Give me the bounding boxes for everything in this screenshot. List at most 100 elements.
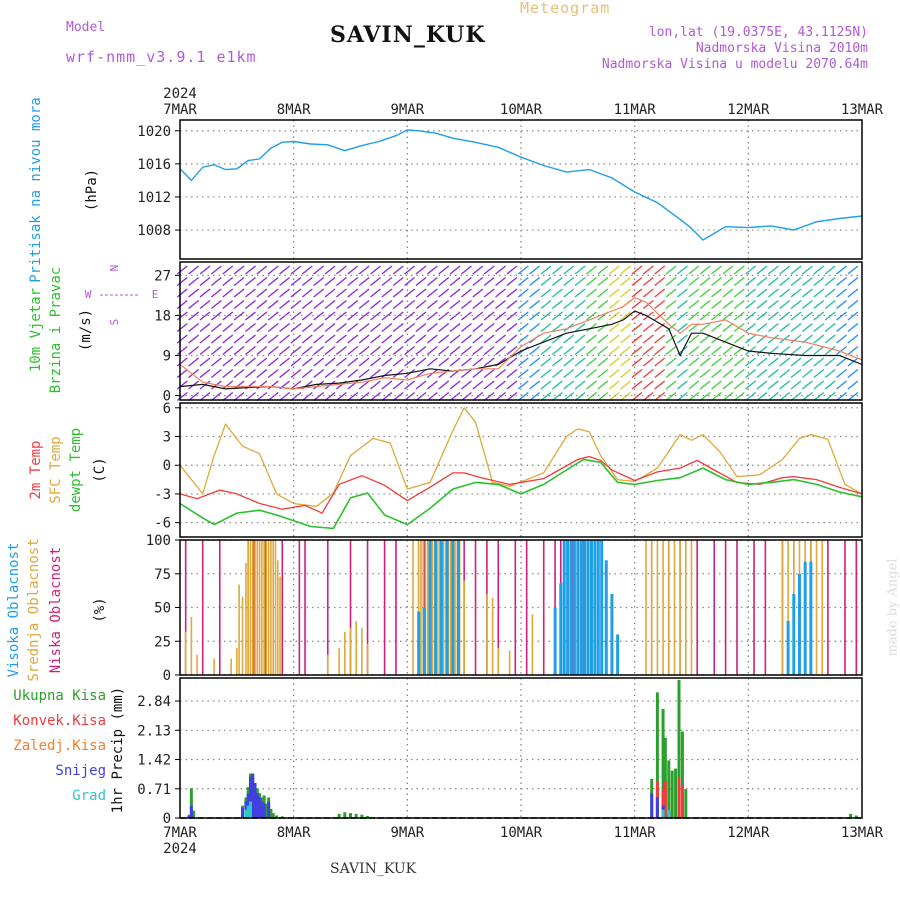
wind-barb [301, 357, 313, 367]
wind-barb [313, 334, 325, 344]
wind-barb [608, 288, 620, 298]
wind-barb [586, 311, 597, 321]
wind-barb [404, 391, 416, 402]
wind-barb [210, 334, 222, 344]
wind-barb [438, 322, 450, 333]
wind-barb [495, 311, 506, 321]
wind-barb [574, 276, 586, 287]
wind-barb [711, 311, 722, 321]
model-label: Model [66, 20, 106, 35]
wind-barb [620, 276, 632, 287]
direction-key-w: W [85, 288, 92, 301]
wind-barb [631, 345, 643, 356]
wind-barb [347, 276, 359, 287]
wind-barb [392, 288, 404, 298]
wind-barb [233, 345, 245, 356]
wind-barb [335, 322, 347, 333]
wind-barb [631, 288, 643, 298]
wind-barb [608, 357, 620, 367]
wind-barb [495, 345, 506, 356]
wind-barb [267, 276, 279, 287]
direction-key-e: E [152, 288, 159, 301]
wind-barb [381, 345, 393, 356]
wind-barb [586, 380, 597, 390]
wind-title-1: 10m Vjetar [28, 288, 44, 372]
wind-barb [824, 368, 836, 379]
temp-2m-label: 2m Temp [28, 440, 44, 499]
wind-barb [483, 368, 495, 379]
x-tick-label-bottom: 9MAR [390, 825, 424, 841]
wind-barb [745, 265, 757, 275]
wind-barb [324, 288, 336, 298]
wind-barb [426, 357, 438, 367]
wind-barb [722, 345, 734, 356]
wind-barb [642, 368, 654, 379]
wind-barb [222, 276, 234, 287]
wind-barb [267, 288, 279, 298]
wind-barb [176, 276, 188, 287]
wind-barb [733, 334, 745, 344]
wind-barb [620, 265, 632, 275]
wind-barb [574, 368, 586, 379]
wind-barb [722, 288, 734, 298]
wind-barb [574, 334, 586, 344]
wind-barb [176, 322, 188, 333]
wind-barb [313, 265, 325, 275]
wind-barb [802, 391, 813, 402]
wind-barb [676, 276, 688, 287]
wind-barb [472, 276, 484, 287]
wind-barb [711, 299, 722, 310]
wind-barb [847, 299, 859, 310]
wind-barb [358, 276, 370, 287]
wind-barb [426, 276, 438, 287]
wind-barb [665, 299, 677, 310]
wind-barb [483, 276, 495, 287]
y-tick-label: 1012 [137, 190, 171, 206]
wind-barb [324, 345, 336, 356]
wind-barb [256, 391, 268, 402]
wind-barb [836, 391, 847, 402]
wind-barb [756, 357, 768, 367]
elevation-label: Nadmorska Visina 2010m [695, 41, 868, 56]
wind-barb [688, 276, 700, 287]
wind-barb [608, 299, 620, 310]
wind-barb [358, 288, 370, 298]
wind-barb [620, 334, 632, 344]
wind-barb [370, 380, 381, 390]
wind-barb [426, 391, 438, 402]
wind-barb [529, 322, 541, 333]
wind-barb [449, 299, 461, 310]
wind-barb [824, 391, 836, 402]
wind-barb [551, 345, 563, 356]
wind-barb [245, 357, 256, 367]
wind-barb [597, 380, 609, 390]
wind-barb [245, 288, 256, 298]
y-tick-label: 1008 [137, 223, 171, 239]
wind-barb [358, 368, 370, 379]
y-tick-label: 1.42 [137, 753, 171, 769]
wind-barb [574, 380, 586, 390]
wind-barb [233, 368, 245, 379]
wind-barb [449, 380, 461, 390]
wind-barb [506, 265, 518, 275]
wind-barb [676, 357, 688, 367]
wind-barb [574, 345, 586, 356]
wind-barb [335, 276, 347, 287]
wind-barb [370, 345, 381, 356]
wind-barb [529, 357, 541, 367]
wind-barb [540, 357, 552, 367]
wind-barb [335, 345, 347, 356]
wind-barb [404, 311, 416, 321]
wind-barb [335, 288, 347, 298]
wind-barb [370, 299, 381, 310]
wind-barb [676, 334, 688, 344]
y-tick-label: 100 [146, 533, 171, 549]
wind-barb [256, 265, 268, 275]
wind-barb [665, 334, 677, 344]
wind-barb [586, 357, 597, 367]
wind-barb [438, 276, 450, 287]
wind-barb [642, 265, 654, 275]
wind-barb [256, 345, 268, 356]
x-tick-label-bottom: 7MAR [163, 825, 197, 841]
wind-barb [847, 345, 859, 356]
